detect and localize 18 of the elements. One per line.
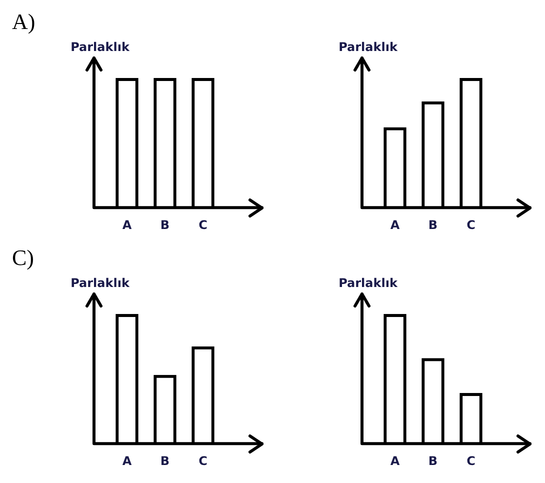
x-tick-label: B [428,454,438,468]
y-axis-title: Parlaklık [338,276,398,290]
text: A) [12,8,36,34]
x-tick-label: C [466,218,476,232]
y-axis-title: Parlaklık [70,276,130,290]
x-tick-label: B [160,454,170,468]
x-tick-label: C [198,218,208,232]
y-axis-title: Parlaklık [338,40,398,54]
text: C) [12,244,34,270]
x-tick-label: A [390,454,400,468]
x-tick-label: B [160,218,170,232]
y-axis-title: Parlaklık [70,40,130,54]
x-tick-label: B [428,218,438,232]
x-tick-label: C [466,454,476,468]
x-tick-label: A [122,454,132,468]
x-tick-label: A [390,218,400,232]
x-tick-label: A [122,218,132,232]
x-tick-label: C [198,454,208,468]
